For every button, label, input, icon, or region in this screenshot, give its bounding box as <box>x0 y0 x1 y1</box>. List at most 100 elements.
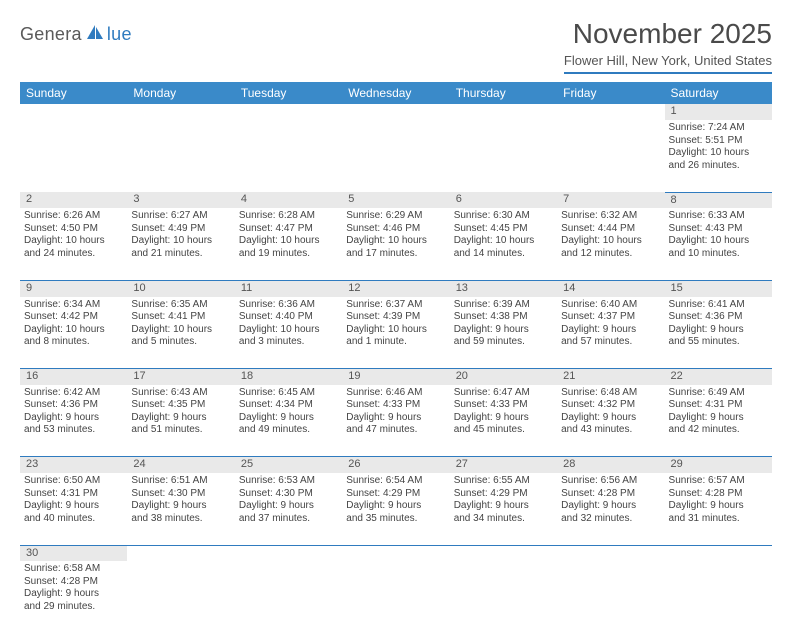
day-body-cell: Sunrise: 6:51 AMSunset: 4:30 PMDaylight:… <box>127 473 234 545</box>
day-ss: Sunset: 4:30 PM <box>239 488 338 501</box>
day-number-cell: 9 <box>20 280 127 296</box>
day-ss: Sunset: 4:34 PM <box>239 399 338 412</box>
day-body-cell: Sunrise: 6:41 AMSunset: 4:36 PMDaylight:… <box>665 297 772 369</box>
day-ss: Sunset: 4:35 PM <box>131 399 230 412</box>
day-body-cell: Sunrise: 6:53 AMSunset: 4:30 PMDaylight:… <box>235 473 342 545</box>
day-dl2: and 5 minutes. <box>131 336 230 349</box>
logo-text-blue: lue <box>107 24 132 45</box>
day-dl2: and 55 minutes. <box>669 336 768 349</box>
day-ss: Sunset: 4:37 PM <box>561 311 660 324</box>
day-number-row: 30 <box>20 545 772 561</box>
day-sr: Sunrise: 6:26 AM <box>24 210 123 223</box>
day-number: 22 <box>671 370 683 382</box>
day-body-cell: Sunrise: 6:34 AMSunset: 4:42 PMDaylight:… <box>20 297 127 369</box>
day-number: 15 <box>671 282 683 294</box>
day-body-cell <box>127 561 234 633</box>
day-dl2: and 31 minutes. <box>669 513 768 526</box>
day-dl1: Daylight: 9 hours <box>346 412 445 425</box>
day-body-cell: Sunrise: 7:24 AMSunset: 5:51 PMDaylight:… <box>665 120 772 192</box>
day-dl1: Daylight: 10 hours <box>454 235 553 248</box>
day-dl1: Daylight: 9 hours <box>669 324 768 337</box>
day-ss: Sunset: 5:51 PM <box>669 135 768 148</box>
day-body-cell: Sunrise: 6:43 AMSunset: 4:35 PMDaylight:… <box>127 385 234 457</box>
day-sr: Sunrise: 6:51 AM <box>131 475 230 488</box>
day-number-row: 9101112131415 <box>20 280 772 296</box>
day-ss: Sunset: 4:29 PM <box>454 488 553 501</box>
day-body-cell: Sunrise: 6:48 AMSunset: 4:32 PMDaylight:… <box>557 385 664 457</box>
day-sr: Sunrise: 6:57 AM <box>669 475 768 488</box>
month-title: November 2025 <box>564 18 772 50</box>
day-dl1: Daylight: 10 hours <box>131 324 230 337</box>
weekday-header: Friday <box>557 82 664 104</box>
day-dl2: and 45 minutes. <box>454 424 553 437</box>
day-number-cell: 30 <box>20 545 127 561</box>
header: Genera lue November 2025 Flower Hill, Ne… <box>20 18 772 74</box>
day-dl2: and 53 minutes. <box>24 424 123 437</box>
day-number: 12 <box>348 282 360 294</box>
day-ss: Sunset: 4:47 PM <box>239 223 338 236</box>
day-body-cell <box>20 120 127 192</box>
day-number-cell: 4 <box>235 192 342 208</box>
day-body-cell <box>127 120 234 192</box>
logo-text-general: Genera <box>20 24 82 45</box>
day-number-cell: 12 <box>342 280 449 296</box>
day-dl1: Daylight: 10 hours <box>346 324 445 337</box>
day-number-row: 23242526272829 <box>20 457 772 473</box>
day-dl1: Daylight: 10 hours <box>346 235 445 248</box>
day-number: 11 <box>241 282 252 294</box>
day-number: 6 <box>456 193 462 205</box>
location: Flower Hill, New York, United States <box>564 53 772 74</box>
day-ss: Sunset: 4:29 PM <box>346 488 445 501</box>
day-body-cell: Sunrise: 6:29 AMSunset: 4:46 PMDaylight:… <box>342 208 449 280</box>
day-number: 10 <box>133 282 145 294</box>
day-number: 16 <box>26 370 38 382</box>
day-number-cell <box>557 545 664 561</box>
day-body-cell <box>450 561 557 633</box>
day-body-cell <box>557 561 664 633</box>
day-number-cell: 23 <box>20 457 127 473</box>
day-body-cell: Sunrise: 6:47 AMSunset: 4:33 PMDaylight:… <box>450 385 557 457</box>
day-number-cell: 25 <box>235 457 342 473</box>
day-number: 1 <box>671 105 677 117</box>
day-sr: Sunrise: 6:58 AM <box>24 563 123 576</box>
day-body-cell <box>450 120 557 192</box>
day-dl1: Daylight: 9 hours <box>561 500 660 513</box>
day-ss: Sunset: 4:45 PM <box>454 223 553 236</box>
calendar-page: Genera lue November 2025 Flower Hill, Ne… <box>0 0 792 612</box>
day-body-cell: Sunrise: 6:40 AMSunset: 4:37 PMDaylight:… <box>557 297 664 369</box>
weekday-header: Tuesday <box>235 82 342 104</box>
day-number-cell <box>20 104 127 120</box>
day-number-cell: 29 <box>665 457 772 473</box>
day-dl1: Daylight: 9 hours <box>239 412 338 425</box>
day-body-cell: Sunrise: 6:54 AMSunset: 4:29 PMDaylight:… <box>342 473 449 545</box>
day-number-cell: 21 <box>557 369 664 385</box>
day-dl2: and 17 minutes. <box>346 248 445 261</box>
day-sr: Sunrise: 6:32 AM <box>561 210 660 223</box>
day-number: 9 <box>26 282 32 294</box>
day-dl2: and 29 minutes. <box>24 601 123 614</box>
day-number-cell: 26 <box>342 457 449 473</box>
day-ss: Sunset: 4:39 PM <box>346 311 445 324</box>
day-dl2: and 34 minutes. <box>454 513 553 526</box>
day-body-cell: Sunrise: 6:32 AMSunset: 4:44 PMDaylight:… <box>557 208 664 280</box>
day-sr: Sunrise: 6:54 AM <box>346 475 445 488</box>
day-dl2: and 49 minutes. <box>239 424 338 437</box>
day-body-cell: Sunrise: 6:27 AMSunset: 4:49 PMDaylight:… <box>127 208 234 280</box>
day-number-cell: 6 <box>450 192 557 208</box>
day-ss: Sunset: 4:28 PM <box>561 488 660 501</box>
day-dl1: Daylight: 10 hours <box>239 324 338 337</box>
day-dl1: Daylight: 10 hours <box>131 235 230 248</box>
day-body-row: Sunrise: 6:50 AMSunset: 4:31 PMDaylight:… <box>20 473 772 545</box>
day-number-cell <box>557 104 664 120</box>
day-body-row: Sunrise: 7:24 AMSunset: 5:51 PMDaylight:… <box>20 120 772 192</box>
day-number: 4 <box>241 193 247 205</box>
day-body-cell: Sunrise: 6:35 AMSunset: 4:41 PMDaylight:… <box>127 297 234 369</box>
day-dl1: Daylight: 9 hours <box>131 500 230 513</box>
day-dl1: Daylight: 10 hours <box>239 235 338 248</box>
day-sr: Sunrise: 6:48 AM <box>561 387 660 400</box>
weekday-header: Wednesday <box>342 82 449 104</box>
day-sr: Sunrise: 7:24 AM <box>669 122 768 135</box>
day-number: 26 <box>348 458 360 470</box>
day-body-cell: Sunrise: 6:42 AMSunset: 4:36 PMDaylight:… <box>20 385 127 457</box>
day-dl2: and 40 minutes. <box>24 513 123 526</box>
